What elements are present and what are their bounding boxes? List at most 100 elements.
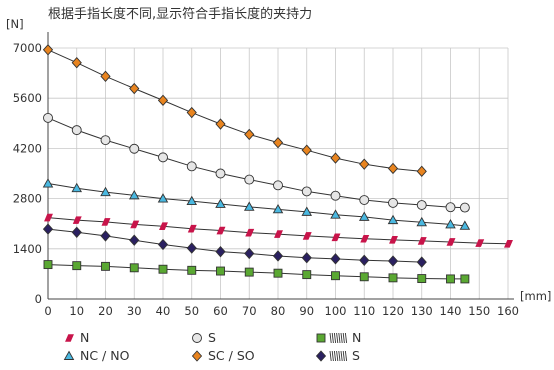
x-tick-label: 150 — [468, 304, 490, 318]
x-tick-label: 140 — [440, 304, 462, 318]
spring-coil — [329, 350, 332, 361]
circle-marker — [71, 125, 82, 136]
x-tick-label: 110 — [353, 304, 375, 318]
circle-marker — [359, 195, 370, 205]
x-tick-label: 90 — [299, 304, 314, 318]
spring-coil — [338, 350, 341, 361]
square-marker — [316, 333, 326, 342]
triangle-marker — [100, 186, 111, 197]
spring-coil — [336, 350, 339, 361]
diamond-marker — [359, 254, 370, 266]
triangle-marker-icon — [63, 350, 75, 360]
triangle-marker — [63, 350, 75, 360]
series-line — [47, 183, 465, 227]
parallelogram-marker — [216, 226, 226, 235]
x-tick-label: 50 — [184, 304, 199, 318]
circle-marker — [416, 200, 427, 211]
square-marker — [216, 266, 225, 276]
legend-item-s: S — [190, 330, 216, 345]
spring-coil — [342, 332, 345, 343]
parallelogram-marker — [72, 216, 82, 224]
triangle-marker — [387, 214, 399, 225]
triangle-marker — [71, 182, 83, 193]
diamond-marker — [272, 250, 284, 262]
square-marker — [359, 272, 369, 282]
diamond-marker — [71, 226, 82, 238]
parallelogram-marker — [187, 224, 197, 233]
spring-icon — [329, 332, 348, 343]
diamond-marker — [301, 252, 312, 264]
diamond-marker — [42, 44, 54, 56]
circle-marker — [158, 152, 168, 163]
diamond-marker — [157, 238, 169, 251]
diamond-marker — [186, 242, 197, 254]
parallelogram-marker — [475, 239, 485, 247]
diamond-marker — [301, 144, 312, 156]
square-spring-marker-icon — [316, 332, 348, 343]
circle-marker-icon — [192, 332, 202, 343]
triangle-marker — [459, 220, 471, 230]
circle-marker — [244, 174, 255, 185]
parallelogram-marker — [130, 220, 140, 229]
square-marker — [460, 274, 470, 284]
parallelogram-marker — [417, 237, 427, 245]
x-tick-label: 20 — [98, 304, 113, 318]
triangle-marker — [186, 195, 198, 206]
circle-marker — [445, 202, 456, 213]
circle-marker — [186, 161, 197, 172]
legend-item-sc-so: SC / SO — [190, 348, 255, 363]
legend-item-spring-s: S — [314, 348, 360, 363]
diamond-marker — [416, 165, 427, 178]
parallelogram-marker — [504, 239, 513, 248]
circle-marker — [388, 197, 398, 208]
spring-coil — [331, 332, 334, 343]
circle-marker — [129, 143, 140, 154]
diamond-marker — [157, 94, 169, 107]
spring-coil — [331, 350, 334, 361]
diamond-marker — [215, 245, 226, 258]
square-marker — [388, 273, 398, 283]
diamond-marker — [191, 349, 203, 362]
diamond-marker — [272, 136, 284, 149]
legend-item-nc-no: NC / NO — [62, 348, 129, 363]
diamond-marker — [215, 118, 226, 130]
legend-label: S — [352, 348, 360, 363]
y-tick-label: 4200 — [13, 141, 42, 155]
diamond-marker — [416, 256, 427, 268]
diamond-marker — [42, 223, 54, 235]
x-tick-label: 80 — [271, 304, 286, 318]
circle-marker — [459, 202, 470, 213]
x-tick-label: 70 — [242, 304, 257, 318]
square-marker — [187, 265, 197, 275]
parallelogram-marker — [360, 234, 370, 243]
parallelogram-marker — [389, 236, 398, 244]
x-axis-label: [mm] — [520, 289, 551, 303]
spring-icon — [329, 350, 348, 361]
legend-item-n: N — [62, 330, 89, 345]
x-tick-label: 0 — [44, 304, 51, 318]
parallelogram-marker — [65, 333, 74, 342]
series-1 — [43, 112, 470, 213]
diamond-marker — [387, 255, 399, 267]
series-line — [47, 117, 465, 209]
diamond-marker — [71, 57, 82, 69]
diamond-marker — [315, 349, 327, 362]
spring-coil — [329, 332, 332, 343]
chart-title: 根据手指长度不同,显示符合手指长度的夹持力 — [48, 7, 313, 22]
diamond-marker — [100, 70, 111, 82]
series-2 — [42, 178, 471, 230]
square-marker — [244, 267, 254, 277]
parallelogram-marker — [274, 230, 283, 238]
y-tick-label: 7000 — [13, 41, 42, 55]
square-marker — [101, 261, 110, 271]
legend-label: SC / SO — [208, 348, 255, 363]
y-tick-label: 2800 — [13, 192, 42, 206]
legend-label: NC / NO — [80, 348, 130, 363]
spring-coil — [344, 332, 348, 343]
legend-label: S — [208, 330, 216, 345]
diamond-marker — [129, 234, 140, 246]
circle-marker — [43, 112, 53, 123]
y-tick-label: 1400 — [13, 242, 42, 256]
circle-marker — [215, 168, 226, 179]
